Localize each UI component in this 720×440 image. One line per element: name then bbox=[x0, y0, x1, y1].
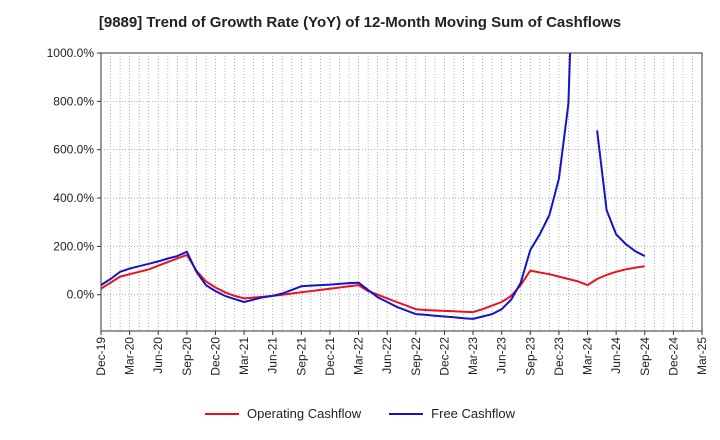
x-tick-label: Jun-20 bbox=[151, 337, 165, 374]
x-tick-label: Sep-23 bbox=[523, 337, 537, 376]
y-tick-label: 200.0% bbox=[53, 239, 94, 253]
x-tick-label: Jun-24 bbox=[609, 337, 623, 374]
legend-item-operating: Operating Cashflow bbox=[205, 406, 361, 421]
x-tick-label: Mar-24 bbox=[581, 337, 595, 375]
legend-label-operating: Operating Cashflow bbox=[247, 406, 362, 421]
y-tick-label: 400.0% bbox=[53, 191, 94, 205]
plot-area bbox=[100, 52, 703, 332]
x-tick-label: Mar-20 bbox=[123, 337, 137, 375]
legend-swatch-operating bbox=[205, 412, 239, 415]
x-tick-label: Sep-21 bbox=[294, 337, 308, 376]
x-tick-label: Mar-25 bbox=[695, 337, 709, 375]
x-tick-label: Dec-22 bbox=[437, 337, 451, 376]
x-tick-label: Sep-20 bbox=[180, 337, 194, 376]
series-line-free-cashflow bbox=[596, 130, 646, 257]
y-tick-label: 600.0% bbox=[53, 143, 94, 157]
y-tick-label: 800.0% bbox=[53, 94, 94, 108]
x-tick-label: Dec-21 bbox=[323, 337, 337, 376]
x-tick-label: Dec-23 bbox=[552, 337, 566, 376]
x-tick-label: Dec-24 bbox=[666, 337, 680, 376]
legend-label-free: Free Cashflow bbox=[431, 406, 515, 421]
x-tick-label: Mar-21 bbox=[237, 337, 251, 375]
y-tick-label: 0.0% bbox=[67, 288, 95, 302]
legend: Operating Cashflow Free Cashflow bbox=[0, 406, 720, 421]
series-line-free-cashflow bbox=[101, 53, 572, 320]
x-tick-label: Mar-23 bbox=[466, 337, 480, 375]
legend-item-free: Free Cashflow bbox=[389, 406, 515, 421]
x-tick-label: Dec-19 bbox=[94, 337, 108, 376]
x-tick-label: Sep-22 bbox=[409, 337, 423, 376]
chart-title: [9889] Trend of Growth Rate (YoY) of 12-… bbox=[98, 14, 622, 31]
x-tick-label: Sep-24 bbox=[638, 337, 652, 376]
x-tick-label: Jun-23 bbox=[495, 337, 509, 374]
legend-swatch-free bbox=[389, 412, 424, 415]
x-tick-label: Mar-22 bbox=[352, 337, 366, 375]
x-tick-label: Jun-22 bbox=[380, 337, 394, 374]
y-tick-label: 1000.0% bbox=[47, 46, 95, 60]
x-tick-label: Dec-20 bbox=[208, 337, 222, 376]
x-tick-label: Jun-21 bbox=[266, 337, 280, 374]
